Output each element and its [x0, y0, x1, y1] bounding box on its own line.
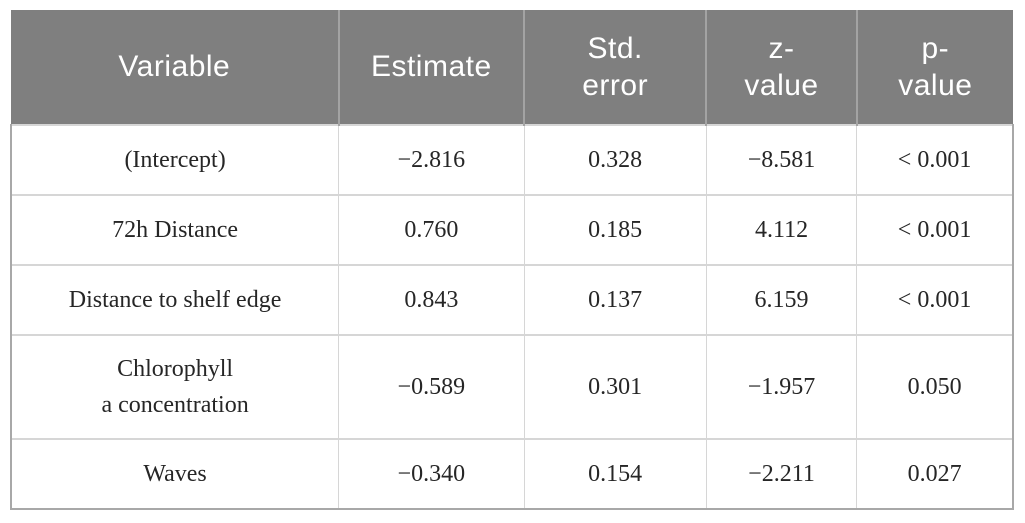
header-row: Variable Estimate Std. error z- value p-…	[11, 10, 1013, 125]
cell-p-value: 0.027	[856, 438, 1015, 510]
cell-variable: Waves	[10, 438, 339, 510]
column-header-variable: Variable	[11, 10, 339, 125]
cell-p-value: < 0.001	[856, 124, 1015, 195]
cell-estimate: −0.340	[338, 438, 524, 510]
cell-variable: Chlorophyll a concentration	[10, 334, 339, 439]
cell-std-error: 0.154	[523, 438, 707, 510]
cell-z-value: −8.581	[705, 124, 857, 195]
table-row: 72h Distance 0.760 0.185 4.112 < 0.001	[10, 194, 1015, 265]
cell-z-value: 6.159	[705, 264, 857, 335]
table-row: Waves −0.340 0.154 −2.211 0.027	[10, 438, 1015, 510]
regression-results-table: Variable Estimate Std. error z- value p-…	[10, 10, 1015, 510]
table-row: (Intercept) −2.816 0.328 −8.581 < 0.001	[10, 124, 1015, 195]
cell-std-error: 0.328	[523, 124, 707, 195]
regression-results-table-wrap: Variable Estimate Std. error z- value p-…	[10, 10, 1015, 510]
cell-z-value: −2.211	[705, 438, 857, 510]
cell-z-value: −1.957	[705, 334, 857, 439]
cell-std-error: 0.185	[523, 194, 707, 265]
column-header-z-value: z- value	[705, 10, 857, 125]
cell-estimate: 0.843	[338, 264, 524, 335]
cell-estimate: −2.816	[338, 124, 524, 195]
cell-std-error: 0.137	[523, 264, 707, 335]
cell-std-error: 0.301	[523, 334, 707, 439]
cell-estimate: 0.760	[338, 194, 524, 265]
cell-estimate: −0.589	[338, 334, 524, 439]
table-header: Variable Estimate Std. error z- value p-…	[11, 10, 1013, 125]
table-row: Distance to shelf edge 0.843 0.137 6.159…	[10, 264, 1015, 335]
table-row: Chlorophyll a concentration −0.589 0.301…	[10, 334, 1015, 439]
cell-z-value: 4.112	[705, 194, 857, 265]
cell-variable: Distance to shelf edge	[10, 264, 339, 335]
cell-p-value: 0.050	[856, 334, 1015, 439]
cell-variable: 72h Distance	[10, 194, 339, 265]
table-body: (Intercept) −2.816 0.328 −8.581 < 0.001 …	[10, 124, 1015, 510]
cell-p-value: < 0.001	[856, 194, 1015, 265]
column-header-std-error: Std. error	[522, 10, 707, 125]
column-header-p-value: p- value	[855, 10, 1013, 125]
cell-p-value: < 0.001	[856, 264, 1015, 335]
column-header-estimate: Estimate	[337, 10, 524, 125]
cell-variable: (Intercept)	[10, 124, 339, 195]
